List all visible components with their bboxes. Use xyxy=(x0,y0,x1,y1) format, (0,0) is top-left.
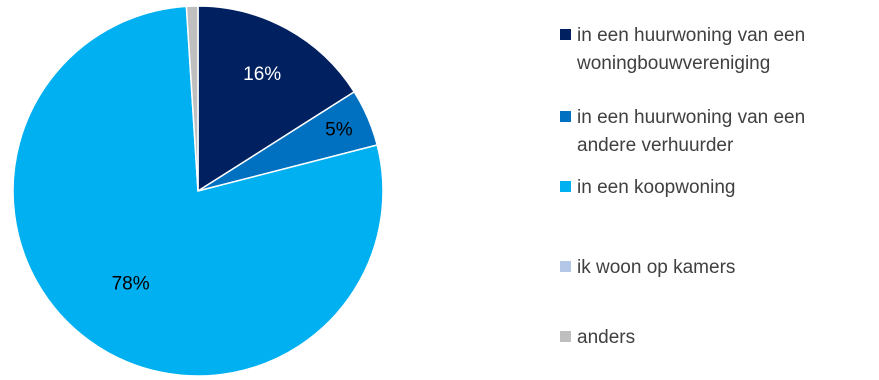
legend-swatch-huur-woningbouw xyxy=(560,29,571,40)
legend-item-huur-woningbouw: in een huurwoning van een woningbouwveren… xyxy=(560,22,879,78)
legend-swatch-anders xyxy=(560,331,571,342)
pie-slice-4 xyxy=(185,5,199,192)
legend-item-koopwoning: in een koopwoning xyxy=(560,174,879,202)
legend-label-kamers: ik woon op kamers xyxy=(577,257,736,278)
legend-item-anders: anders xyxy=(560,324,879,352)
legend-swatch-kamers xyxy=(560,261,571,272)
pie-data-label-0: 16% xyxy=(243,64,281,85)
legend-label-huur-woningbouw: in een huurwoning van een woningbouwveren… xyxy=(577,25,806,74)
legend-item-huur-andere: in een huurwoning van een andere verhuurd… xyxy=(560,104,879,160)
pie-slice-0 xyxy=(197,5,355,192)
legend-swatch-koopwoning xyxy=(560,181,571,192)
pie-data-label-1: 5% xyxy=(325,120,353,141)
legend-swatch-huur-andere xyxy=(560,111,571,122)
legend-label-huur-andere: in een huurwoning van een andere verhuurd… xyxy=(577,107,806,156)
pie-data-label-2: 78% xyxy=(112,273,150,294)
legend-item-kamers: ik woon op kamers xyxy=(560,254,879,282)
legend-label-koopwoning: in een koopwoning xyxy=(577,177,736,198)
legend-label-anders: anders xyxy=(577,327,636,348)
